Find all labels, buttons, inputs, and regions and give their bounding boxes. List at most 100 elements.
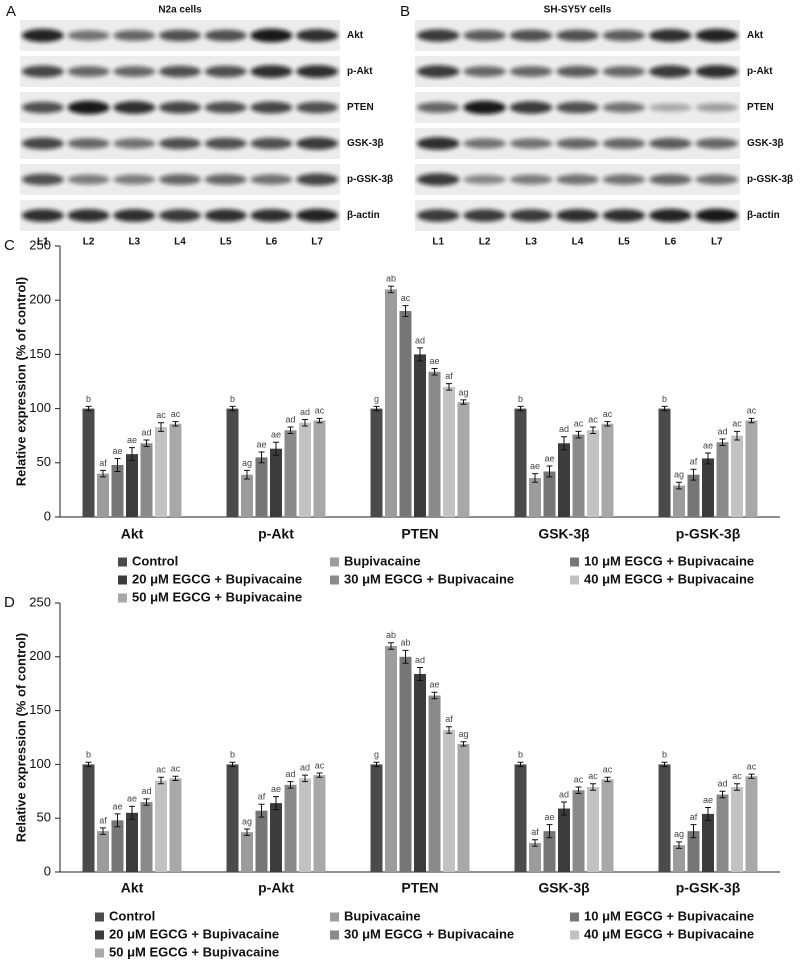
x-tick-label: p-Akt [258,880,294,896]
bar [111,464,124,517]
x-tick-label: p-Akt [258,526,294,542]
blot-row-label: p-Akt [747,66,773,77]
significance-letter: ac [574,419,584,429]
significance-letter: ag [674,829,684,839]
blot-title: N2a cells [158,5,202,16]
blot-band [416,137,460,150]
error-bar [748,417,755,424]
error-bar [431,691,438,700]
lane-label: L5 [618,237,630,248]
significance-letter: ae [112,446,122,456]
blot-band [602,66,646,77]
lane-label: L1 [432,237,444,248]
panel-label: C [4,237,15,254]
x-tick-label: Akt [121,526,144,542]
bar [702,458,714,517]
error-bar [158,422,164,432]
significance-letter: ab [400,638,410,648]
error-bar [273,441,279,456]
bar [731,435,743,517]
bar [270,448,282,517]
legend-swatch [330,912,339,922]
error-bar [287,426,294,435]
bar [313,775,326,872]
error-bar [172,775,179,782]
blot-row-label: p-GSK-3β [347,174,393,185]
blot-band [158,65,202,78]
error-bar [661,405,668,412]
significance-letter: af [445,371,453,381]
bar [716,442,729,517]
bar [514,764,527,872]
blot-band [204,174,247,185]
error-bar [517,405,524,412]
significance-letter: ac [732,419,742,429]
blot-band [21,28,64,43]
error-bar [143,439,150,448]
significance-letter: g [374,394,379,404]
bar [155,780,167,872]
legend-label: 30 μM EGCG + Bupivacaine [344,571,514,586]
error-bar [258,451,265,464]
bar [702,813,714,872]
significance-letter: ac [588,771,598,781]
significance-letter: ac [156,765,166,775]
significance-letter: b [662,394,667,404]
blot-band [250,65,293,78]
legend-label: 20 μM EGCG + Bupivacaine [132,571,302,586]
bar [558,443,570,517]
y-tick-label: 150 [29,346,51,361]
blot-band [416,29,460,42]
error-bar [229,405,236,412]
bar [543,471,556,517]
significance-letter: ae [256,439,266,449]
blot-band [416,209,460,222]
blot-band [556,65,599,78]
error-bar [114,457,121,472]
bar [140,802,153,872]
lane-label: L3 [525,237,537,248]
bar [226,764,239,872]
bar [745,776,758,872]
bar [529,477,541,517]
x-tick-label: PTEN [401,526,438,542]
significance-letter: b [518,394,523,404]
error-bar [532,473,538,483]
significance-letter: ad [141,427,151,437]
panel-label: D [4,594,15,611]
blot-band [416,173,460,186]
significance-letter: af [690,812,698,822]
legend-swatch [330,930,339,940]
blot-band [649,174,692,185]
error-bar [114,813,121,828]
blot-band [695,174,739,185]
blot-band [463,29,506,42]
error-bar [705,806,711,821]
y-tick-label: 200 [29,648,51,663]
blot-band [67,100,110,115]
legend-swatch [330,575,339,585]
significance-letter: ac [588,414,598,424]
bar [299,778,311,872]
error-bar [676,841,682,849]
blot-row-label: GSK-3β [747,138,784,149]
lane-label: L2 [479,237,491,248]
error-bar [402,649,409,664]
significance-letter: ad [415,335,425,345]
significance-letter: ac [603,409,613,419]
significance-letter: ae [429,680,439,690]
bar [97,473,109,517]
blot-band [204,65,247,78]
lane-label: L7 [311,237,323,248]
error-bar [546,824,553,839]
bar [601,423,614,517]
significance-letter: b [86,750,91,760]
significance-letter: ae [703,440,713,450]
error-bar [719,438,726,446]
blot-band [556,174,599,185]
bar [385,289,397,517]
significance-letter: ad [415,655,425,665]
blot-band [113,138,156,149]
blot-band [113,66,156,77]
